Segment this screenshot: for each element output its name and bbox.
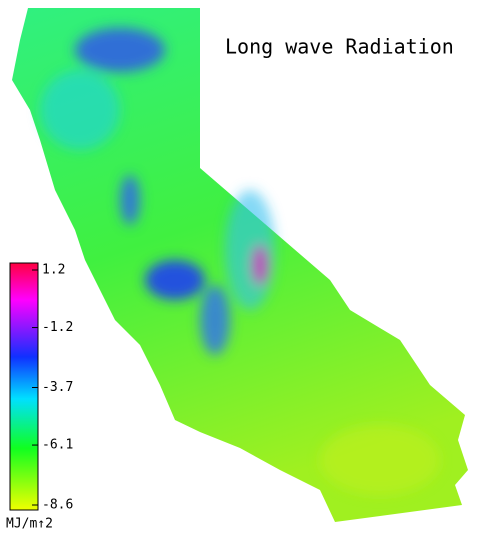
colorbar-tick-label: -3.7 — [42, 380, 73, 395]
colorbar-tick-label: -6.1 — [42, 438, 73, 453]
radiation-patches — [40, 28, 440, 495]
colorbar-tick-label: -1.2 — [42, 320, 73, 335]
colorbar-tick-label: 1.2 — [42, 263, 65, 278]
colorbar-tick-label: -8.6 — [42, 498, 73, 513]
colorbar-unit: MJ/m↑2 — [6, 517, 53, 532]
map-title: Long wave Radiation — [225, 35, 454, 59]
colorbar — [9, 262, 39, 511]
